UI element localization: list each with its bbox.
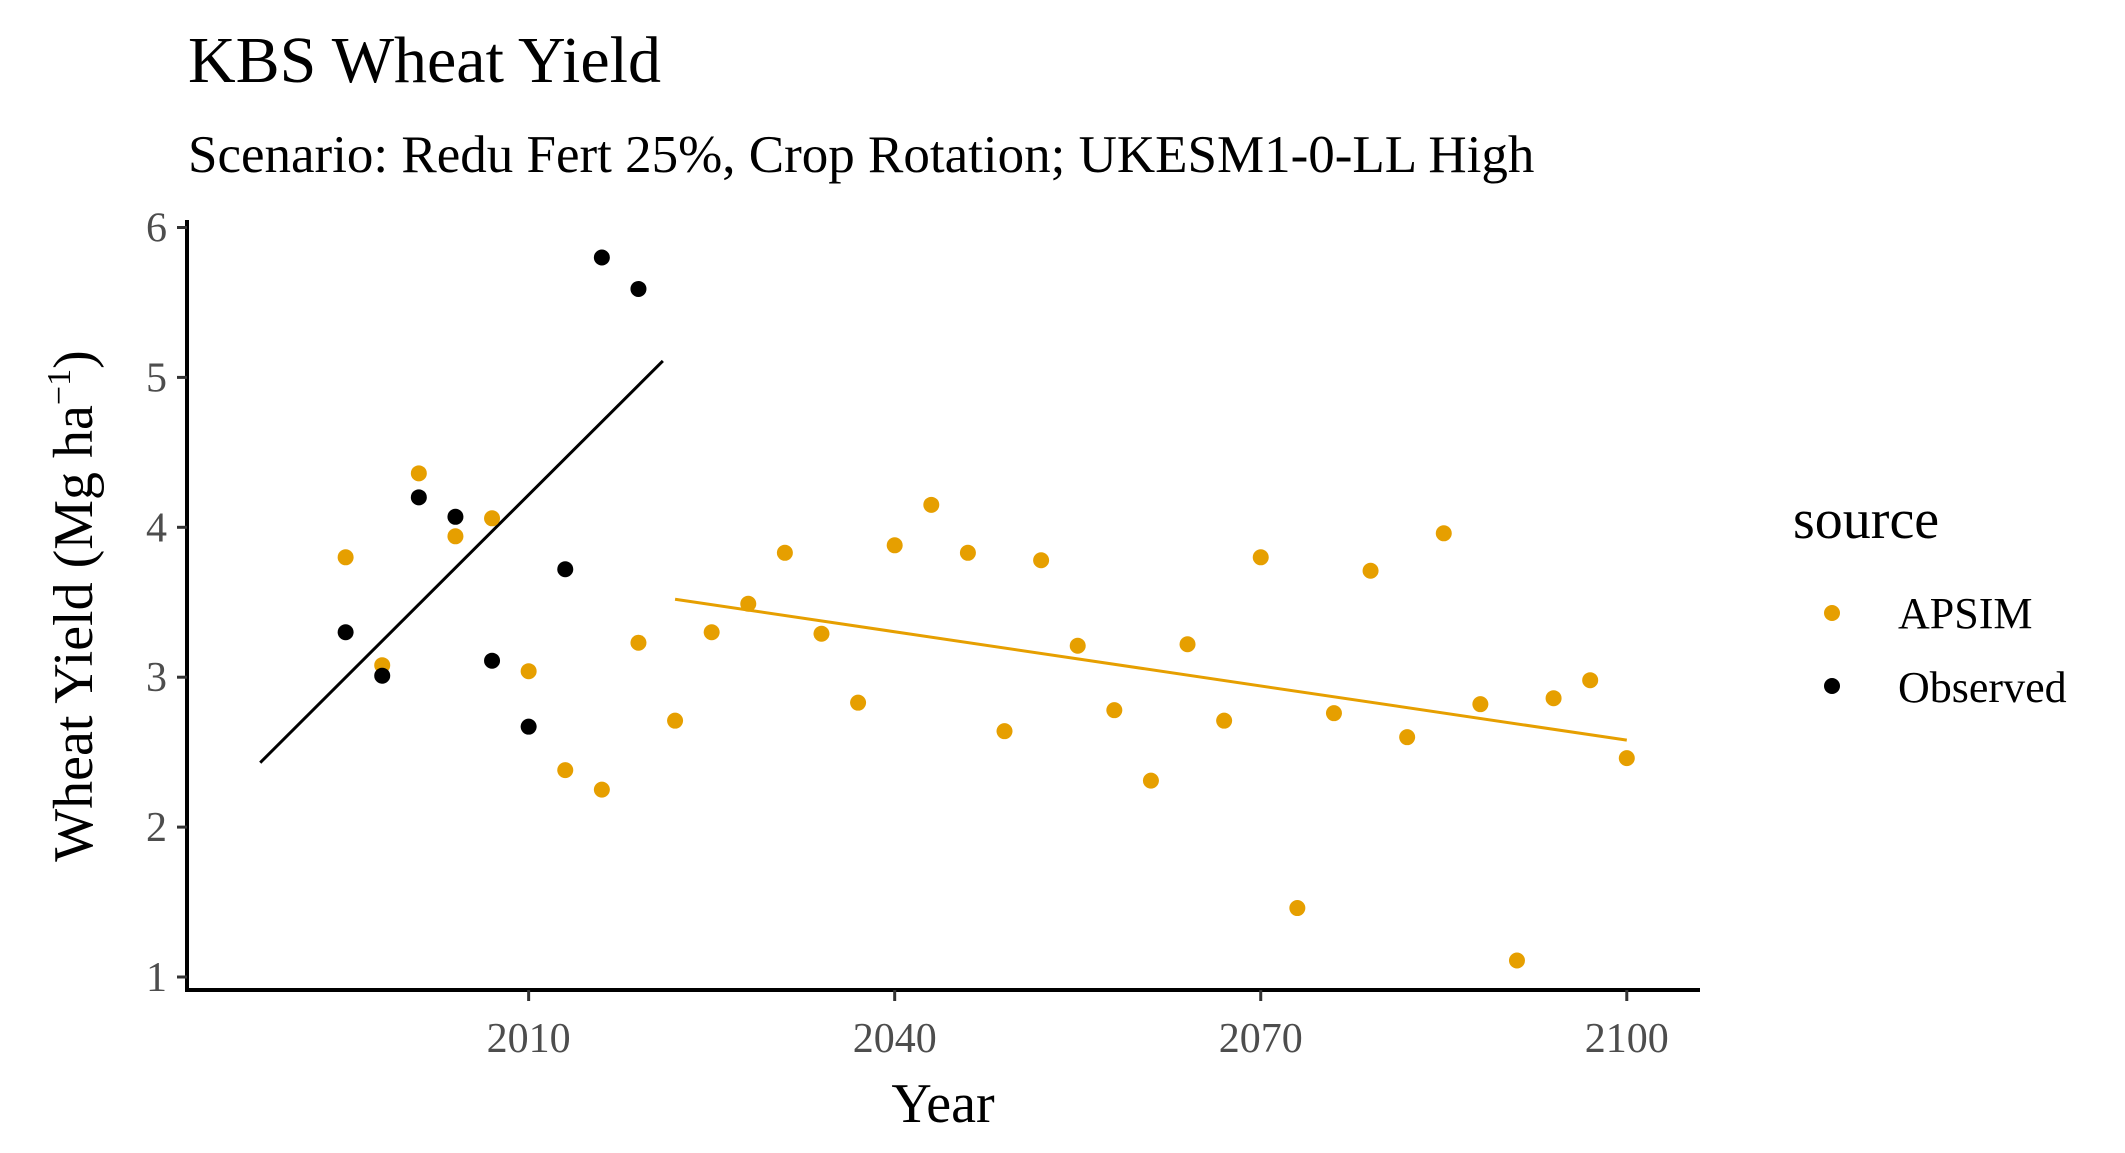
y-axis-title: Wheat Yield (Mg ha−1) xyxy=(41,350,105,862)
point-apsim xyxy=(1289,900,1306,917)
y-tick-label: 5 xyxy=(146,355,167,401)
point-observed xyxy=(410,489,427,506)
point-observed xyxy=(447,508,464,525)
point-apsim xyxy=(740,595,757,612)
y-axis-title-main: Wheat Yield (Mg ha xyxy=(43,405,105,862)
data-points xyxy=(337,249,1635,969)
point-apsim xyxy=(703,624,720,641)
point-apsim xyxy=(1179,636,1196,653)
point-apsim xyxy=(1399,729,1416,746)
x-tick-label: 2070 xyxy=(1219,1016,1303,1062)
y-tick-label: 3 xyxy=(146,655,167,701)
point-observed xyxy=(557,561,574,578)
point-apsim xyxy=(776,544,793,561)
point-apsim xyxy=(1508,952,1525,969)
point-apsim xyxy=(996,723,1013,740)
point-apsim xyxy=(850,694,867,711)
point-apsim xyxy=(1618,750,1635,767)
point-apsim xyxy=(1252,549,1269,566)
point-apsim xyxy=(1069,637,1086,654)
point-apsim xyxy=(520,663,537,680)
legend-title: source xyxy=(1793,489,1939,551)
x-axis-title: Year xyxy=(891,1073,995,1135)
y-tick-label: 1 xyxy=(146,955,167,1001)
chart-subtitle: Scenario: Redu Fert 25%, Crop Rotation; … xyxy=(188,126,1534,184)
point-observed xyxy=(484,652,501,669)
point-apsim xyxy=(813,625,830,642)
chart-title: KBS Wheat Yield xyxy=(188,24,661,97)
point-apsim xyxy=(410,465,427,482)
legend-key-observed xyxy=(1824,678,1840,694)
x-tick-label: 2100 xyxy=(1585,1016,1669,1062)
point-observed xyxy=(374,667,391,684)
y-tick-label: 4 xyxy=(146,505,167,551)
y-axis-title-sup: −1 xyxy=(41,369,78,405)
point-apsim xyxy=(959,544,976,561)
y-tick-label: 2 xyxy=(146,805,167,851)
point-apsim xyxy=(1106,702,1123,719)
point-apsim xyxy=(1325,705,1342,722)
legend-key-apsim xyxy=(1824,605,1840,621)
point-apsim xyxy=(557,762,574,779)
point-apsim xyxy=(484,510,501,527)
point-apsim xyxy=(886,537,903,554)
point-observed xyxy=(630,280,647,297)
y-tick-label: 6 xyxy=(146,205,167,251)
y-ticks: 1 2 3 4 5 6 xyxy=(146,205,187,1001)
point-apsim xyxy=(630,634,647,651)
point-apsim xyxy=(593,781,610,798)
point-apsim xyxy=(1472,696,1489,713)
x-tick-label: 2010 xyxy=(487,1016,571,1062)
x-tick-label: 2040 xyxy=(853,1016,937,1062)
point-apsim xyxy=(1582,672,1599,689)
point-apsim xyxy=(923,496,940,513)
trend-line-observed xyxy=(259,359,664,764)
point-apsim xyxy=(667,712,684,729)
point-apsim xyxy=(1545,690,1562,707)
legend-label-apsim: APSIM xyxy=(1898,589,2033,638)
trend-line-apsim xyxy=(674,597,1628,742)
point-observed xyxy=(337,624,354,641)
x-ticks: 2010 2040 2070 2100 xyxy=(487,990,1669,1062)
point-apsim xyxy=(1142,772,1159,789)
point-apsim xyxy=(447,528,464,545)
point-apsim xyxy=(1033,552,1050,569)
point-observed xyxy=(520,718,537,735)
y-axis-title-close: ) xyxy=(43,350,105,369)
point-apsim xyxy=(1362,562,1379,579)
point-observed xyxy=(593,249,610,266)
legend: source APSIM Observed xyxy=(1793,489,2067,712)
point-apsim xyxy=(337,549,354,566)
legend-label-observed: Observed xyxy=(1898,663,2067,712)
point-apsim xyxy=(1435,525,1452,542)
point-apsim xyxy=(1216,712,1233,729)
trend-lines xyxy=(259,359,1628,764)
